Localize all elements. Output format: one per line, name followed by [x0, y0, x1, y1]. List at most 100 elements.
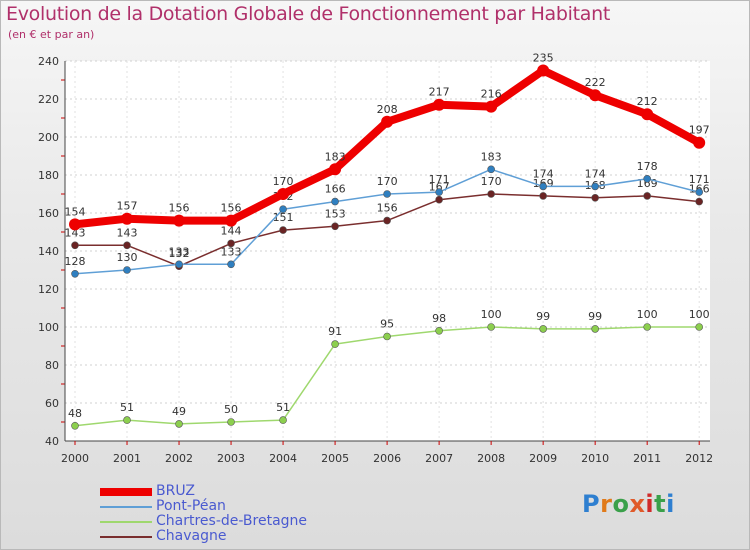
data-label-bruz-2000: 154: [65, 205, 86, 218]
x-tick-label-2005: 2005: [321, 452, 349, 465]
data-label-bruz-2004: 170: [273, 175, 294, 188]
x-tick-label-2010: 2010: [581, 452, 609, 465]
data-point-pont-p-an-2002: [175, 260, 183, 269]
data-label-pont-p-an-2007: 171: [429, 173, 450, 186]
x-tick-label-2001: 2001: [113, 452, 141, 465]
data-label-bruz-2007: 217: [429, 86, 450, 99]
data-label-bruz-2010: 222: [585, 76, 606, 89]
data-label-chavagne-2000: 143: [65, 226, 86, 239]
data-label-pont-p-an-2000: 128: [65, 255, 86, 268]
y-tick-label-80: 80: [45, 359, 59, 372]
y-tick-label-120: 120: [38, 283, 59, 296]
data-label-pont-p-an-2012: 171: [689, 173, 710, 186]
data-label-bruz-2011: 212: [637, 95, 658, 108]
data-label-chartres-de-bretagne-2007: 98: [432, 312, 446, 325]
data-label-pont-p-an-2002: 133: [169, 245, 190, 258]
data-label-chavagne-2001: 143: [117, 226, 138, 239]
data-label-pont-p-an-2011: 178: [637, 160, 658, 173]
y-tick-label-220: 220: [38, 93, 59, 106]
data-point-pont-p-an-2009: [539, 182, 547, 191]
data-label-chartres-de-bretagne-2009: 99: [536, 310, 550, 323]
data-label-bruz-2008: 216: [481, 88, 502, 101]
data-point-pont-p-an-2001: [123, 266, 131, 274]
data-point-pont-p-an-2005: [331, 197, 339, 206]
data-label-bruz-2012: 197: [689, 124, 710, 137]
data-label-bruz-2001: 157: [117, 200, 138, 213]
data-point-pont-p-an-2008: [487, 165, 495, 174]
legend-label-pont-p-an: Pont-Péan: [156, 498, 226, 514]
data-point-bruz-2006: [381, 115, 394, 128]
data-point-chartres-de-bretagne-2001: [123, 416, 131, 424]
data-point-chavagne-2011: [643, 192, 651, 200]
data-point-bruz-2002: [173, 214, 186, 227]
legend-item-chavagne: Chavagne: [100, 529, 307, 544]
legend-item-pont-p-an: Pont-Péan: [100, 499, 307, 514]
y-tick-label-200: 200: [38, 131, 59, 144]
legend-swatch-pont-p-an: [100, 505, 152, 508]
data-label-chavagne-2006: 156: [377, 202, 398, 215]
data-label-chartres-de-bretagne-2011: 100: [637, 308, 658, 321]
data-point-chartres-de-bretagne-2003: [227, 418, 235, 426]
data-point-pont-p-an-2007: [435, 188, 443, 196]
data-label-bruz-2002: 156: [169, 202, 190, 215]
data-point-chavagne-2007: [435, 195, 443, 204]
data-point-bruz-2001: [121, 212, 134, 225]
proxiti-logo: Proxiti: [582, 490, 675, 518]
data-label-pont-p-an-2003: 133: [221, 245, 242, 258]
data-label-bruz-2005: 183: [325, 150, 346, 163]
x-tick-label-2011: 2011: [633, 452, 661, 465]
data-label-bruz-2009: 235: [533, 52, 554, 65]
logo-letter: i: [645, 490, 655, 518]
data-point-bruz-2010: [589, 89, 602, 102]
y-tick-label-160: 160: [38, 207, 59, 220]
data-point-bruz-2005: [329, 163, 342, 176]
data-point-pont-p-an-2011: [643, 175, 651, 183]
chart-title: Evolution de la Dotation Globale de Fonc…: [6, 3, 611, 25]
data-point-pont-p-an-2012: [695, 188, 703, 196]
data-label-chavagne-2005: 153: [325, 207, 346, 220]
data-point-chavagne-2004: [279, 226, 287, 234]
data-point-chavagne-2005: [331, 222, 339, 231]
data-label-bruz-2006: 208: [377, 103, 398, 116]
data-label-chartres-de-bretagne-2000: 48: [68, 407, 82, 420]
data-point-pont-p-an-2003: [227, 260, 235, 269]
x-tick-label-2009: 2009: [529, 452, 557, 465]
data-label-bruz-2003: 156: [221, 202, 242, 215]
data-point-chavagne-2001: [123, 241, 131, 250]
data-label-pont-p-an-2006: 170: [377, 175, 398, 188]
legend-label-bruz: BRUZ: [156, 483, 195, 499]
logo-letter: t: [654, 490, 667, 518]
data-label-chartres-de-bretagne-2010: 99: [588, 310, 602, 323]
data-label-pont-p-an-2008: 183: [481, 150, 502, 163]
data-point-bruz-2009: [537, 64, 550, 77]
logo-letter: P: [582, 490, 601, 518]
x-tick-label-2004: 2004: [269, 452, 297, 465]
data-point-pont-p-an-2000: [71, 269, 79, 278]
y-tick-label-140: 140: [38, 245, 59, 258]
y-tick-label-240: 240: [38, 55, 59, 68]
data-point-bruz-2007: [433, 98, 446, 111]
logo-letter: x: [629, 490, 646, 518]
legend-label-chartres-de-bretagne: Chartres-de-Bretagne: [156, 513, 308, 529]
data-label-chartres-de-bretagne-2006: 95: [380, 318, 394, 331]
logo-letter: r: [600, 490, 613, 518]
legend-swatch-bruz: [100, 487, 152, 496]
data-point-chartres-de-bretagne-2012: [695, 323, 703, 331]
data-point-pont-p-an-2010: [591, 182, 599, 191]
x-tick-label-2003: 2003: [217, 452, 245, 465]
logo-letter: i: [666, 490, 675, 518]
data-label-chavagne-2008: 170: [481, 175, 502, 188]
data-point-chartres-de-bretagne-2010: [591, 325, 599, 333]
data-label-chartres-de-bretagne-2001: 51: [120, 401, 134, 414]
chart-legend: BRUZ Pont-Péan Chartres-de-Bretagne Chavagn…: [100, 484, 307, 544]
legend-swatch-chartres-de-bretagne: [100, 520, 152, 523]
data-label-chartres-de-bretagne-2004: 51: [276, 401, 290, 414]
x-tick-label-2006: 2006: [373, 452, 401, 465]
legend-label-chavagne: Chavagne: [156, 528, 227, 544]
data-point-chavagne-2006: [383, 216, 391, 225]
data-point-bruz-2012: [693, 136, 706, 149]
x-tick-label-2012: 2012: [685, 452, 713, 465]
x-tick-label-2007: 2007: [425, 452, 453, 465]
x-tick-label-2008: 2008: [477, 452, 505, 465]
